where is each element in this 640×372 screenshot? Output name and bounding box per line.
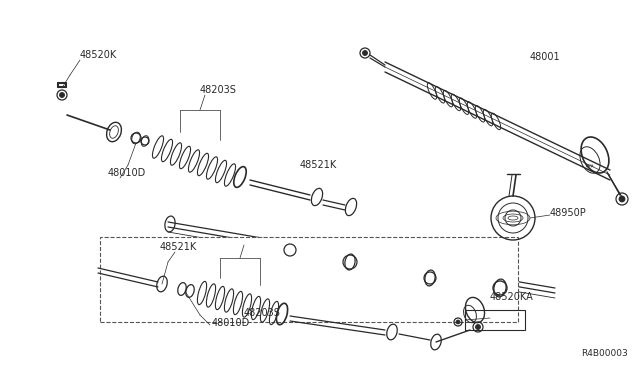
Text: 48001: 48001 bbox=[530, 52, 561, 62]
Text: R4B00003: R4B00003 bbox=[581, 349, 628, 358]
Text: 48521K: 48521K bbox=[300, 160, 337, 170]
Circle shape bbox=[362, 51, 367, 55]
Text: 48520K: 48520K bbox=[80, 50, 117, 60]
Text: 48950P: 48950P bbox=[550, 208, 587, 218]
Bar bbox=[465, 310, 525, 330]
Text: 48203S: 48203S bbox=[244, 308, 281, 318]
Text: 48010D: 48010D bbox=[212, 318, 250, 328]
Circle shape bbox=[60, 93, 65, 97]
Text: 48203S: 48203S bbox=[200, 85, 237, 95]
Text: 48521K: 48521K bbox=[160, 242, 197, 252]
Bar bbox=[100, 237, 518, 322]
Circle shape bbox=[456, 320, 460, 324]
Circle shape bbox=[476, 324, 481, 330]
Circle shape bbox=[619, 196, 625, 202]
Text: 48520KA: 48520KA bbox=[490, 292, 534, 302]
Text: 48010D: 48010D bbox=[108, 168, 147, 178]
